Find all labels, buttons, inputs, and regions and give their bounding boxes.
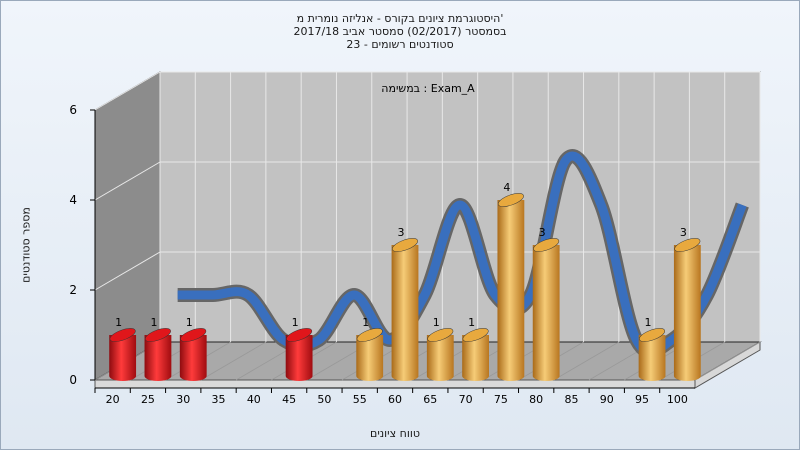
bar-value-label: 1 bbox=[468, 316, 475, 329]
grid-line-left bbox=[94, 71, 161, 111]
bar-body bbox=[673, 245, 701, 381]
x-tick-label: 70 bbox=[459, 393, 473, 406]
grid-line-left bbox=[94, 251, 161, 291]
x-tick-label: 20 bbox=[106, 393, 120, 406]
bar-top bbox=[427, 328, 454, 342]
y-axis-label: מספר סטודנטים bbox=[19, 207, 33, 283]
y-tick-label: 6 bbox=[69, 103, 77, 117]
bar-body bbox=[356, 335, 384, 381]
bar-body bbox=[497, 200, 525, 381]
x-tick-label: 100 bbox=[667, 393, 688, 406]
chart-title-line-3: סטודנטים רשומים - 23 bbox=[346, 38, 454, 51]
bar-body bbox=[109, 335, 137, 382]
bar: 1 bbox=[462, 316, 489, 382]
bar-value-label: 1 bbox=[362, 316, 369, 329]
bar-body bbox=[179, 335, 207, 382]
x-tick-label: 85 bbox=[564, 393, 578, 406]
x-tick-label: 25 bbox=[141, 393, 155, 406]
bar-value-label: 1 bbox=[433, 316, 440, 329]
bar: 1 bbox=[109, 316, 137, 382]
bar: 1 bbox=[426, 316, 454, 381]
bar-top bbox=[497, 193, 524, 207]
bar: 1 bbox=[356, 316, 384, 381]
bar-top bbox=[392, 238, 418, 252]
x-tick-label: 65 bbox=[423, 393, 437, 406]
bar-body bbox=[426, 335, 454, 381]
bar-top bbox=[533, 238, 560, 252]
x-tick-label: 90 bbox=[600, 393, 614, 406]
x-tick-label: 55 bbox=[353, 393, 367, 406]
bar-value-label: 3 bbox=[539, 226, 546, 239]
y-tick-label: 2 bbox=[69, 283, 77, 297]
bar-body bbox=[638, 335, 666, 381]
bar: 4 bbox=[497, 181, 525, 381]
x-tick-label: 35 bbox=[212, 393, 226, 406]
bar-top bbox=[180, 328, 207, 342]
x-tick-label: 30 bbox=[176, 393, 190, 406]
bar-body bbox=[285, 335, 313, 381]
bar-value-label: 1 bbox=[292, 316, 299, 329]
bar-body bbox=[391, 245, 419, 381]
bar-value-label: 1 bbox=[115, 316, 122, 329]
y-tick-label: 4 bbox=[69, 193, 77, 207]
grid-line-floor bbox=[694, 341, 761, 381]
bar: 3 bbox=[532, 226, 560, 381]
floor-front-edge bbox=[94, 379, 696, 389]
chart-title-line-1: היסטוגרמת ציונים בקורס - אנליזה נומרית מ… bbox=[296, 12, 504, 25]
bar-value-label: 1 bbox=[645, 316, 652, 329]
grid-line-floor bbox=[553, 341, 620, 381]
chart-subtitle: במשימה : Exam_A bbox=[381, 82, 475, 95]
x-tick-label: 50 bbox=[317, 393, 331, 406]
bar: 3 bbox=[391, 226, 419, 381]
bar-top bbox=[109, 328, 136, 342]
bar-value-label: 1 bbox=[186, 316, 193, 329]
bar-value-label: 3 bbox=[398, 226, 405, 239]
bar: 1 bbox=[179, 316, 207, 382]
grid-line-left bbox=[94, 161, 161, 201]
x-tick-label: 95 bbox=[635, 393, 649, 406]
bar-top bbox=[674, 238, 701, 252]
bar: 3 bbox=[673, 226, 701, 381]
bar: 1 bbox=[638, 316, 666, 381]
bar-body bbox=[532, 245, 560, 381]
x-tick-label: 60 bbox=[388, 393, 402, 406]
x-tick-label: 40 bbox=[247, 393, 261, 406]
x-axis-label: טווח ציונים bbox=[370, 427, 420, 440]
bar-top bbox=[356, 328, 383, 342]
x-tick-label: 45 bbox=[282, 393, 296, 406]
y-tick-label: 0 bbox=[69, 373, 77, 387]
bars-layer: 1 1 1 1 1 3 1 1 4 3 1 3 bbox=[109, 181, 701, 382]
bar-value-label: 4 bbox=[503, 181, 510, 194]
bar-top bbox=[462, 328, 489, 342]
x-tick-label: 80 bbox=[529, 393, 543, 406]
bar-value-label: 3 bbox=[680, 226, 687, 239]
bar: 1 bbox=[144, 316, 172, 381]
bar-top bbox=[144, 328, 171, 342]
axes-layer: 0 2 4 6 20 25 30 35 40 45 50 55 60 65 70 75 80 85 90 95 100 bbox=[69, 103, 695, 406]
bar-top bbox=[639, 328, 666, 342]
grid-line-floor bbox=[200, 341, 267, 381]
bar: 1 bbox=[285, 316, 313, 381]
chart-title-line-2: בסמסטר (02/2017) סמסטר אביב 2017/18 bbox=[293, 25, 507, 38]
bar-top bbox=[286, 328, 313, 342]
bar-body bbox=[144, 335, 172, 381]
bar-value-label: 1 bbox=[150, 316, 157, 329]
bar-body bbox=[462, 335, 489, 382]
x-tick-label: 75 bbox=[494, 393, 508, 406]
